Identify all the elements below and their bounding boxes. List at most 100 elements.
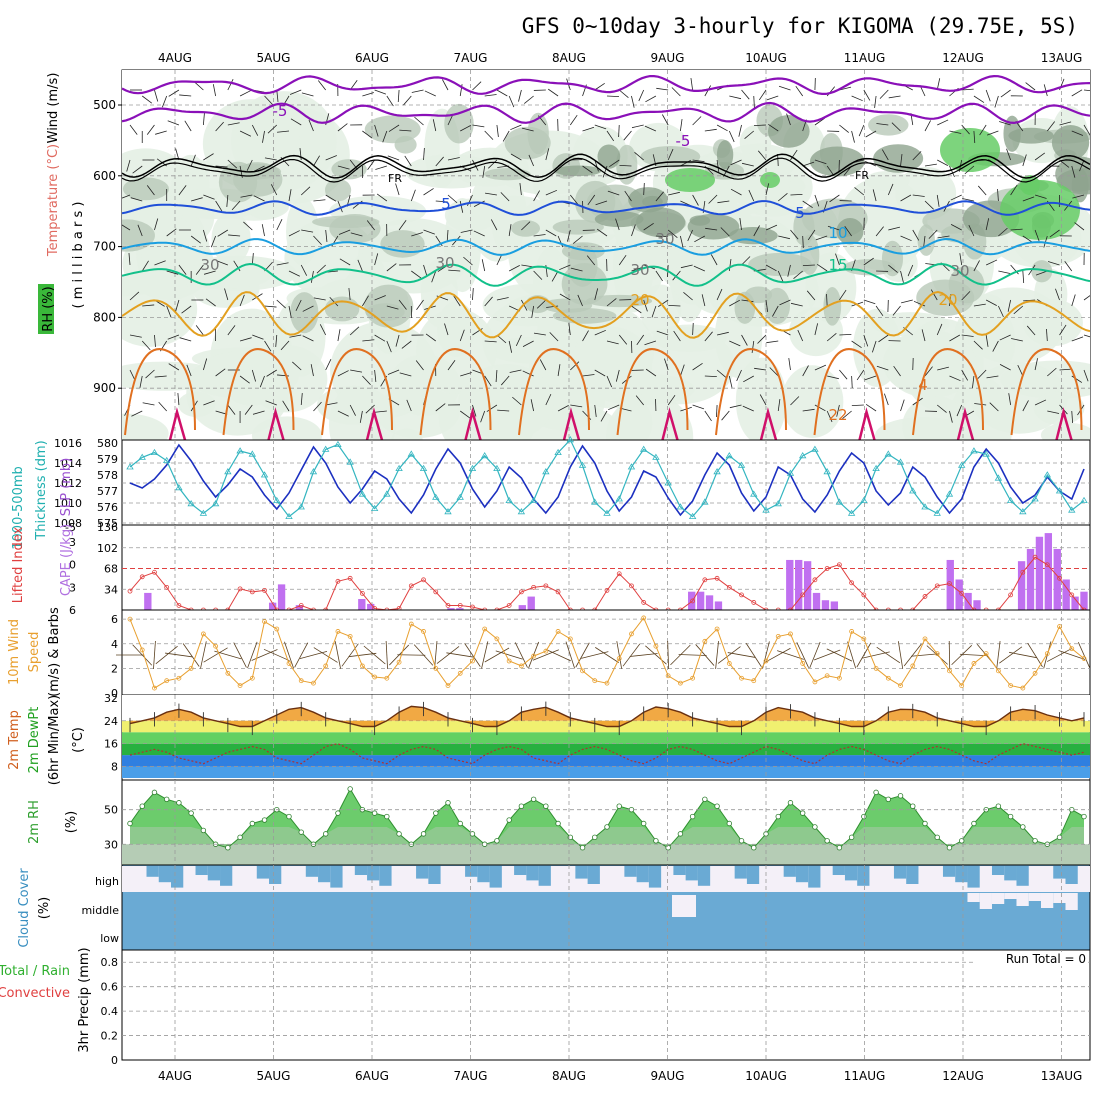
wind-barb: [985, 259, 998, 266]
rh-point: [702, 796, 708, 802]
li-point: [531, 584, 537, 590]
wind-barb: [484, 296, 493, 307]
wind-speed-point: [543, 648, 549, 654]
thickness-point: [199, 509, 208, 516]
cloud-high-bar: [697, 866, 711, 886]
wind-barb: [826, 410, 833, 423]
wind-barb: [240, 194, 253, 198]
slp-tick: 1008: [54, 517, 82, 530]
thickness-point: [273, 496, 281, 503]
wind-barb: [567, 229, 571, 242]
wind-barb: [337, 200, 343, 213]
wind-barb: [200, 641, 207, 669]
wind-barb: [313, 297, 326, 301]
wind-barb: [155, 130, 167, 135]
wind-barb: [502, 130, 510, 142]
wind-barb: [270, 184, 278, 196]
wind-speed-point: [800, 661, 806, 666]
wind-barb: [667, 640, 670, 670]
wind-speed-point: [1020, 685, 1026, 691]
li-point: [457, 603, 463, 608]
wind-barb: [570, 404, 583, 408]
wind-barb: [313, 155, 320, 167]
wind-tick: 2: [111, 662, 118, 675]
temp2m-series: [129, 701, 1085, 765]
thickness-tick: 576: [97, 501, 118, 514]
thickness-point: [138, 453, 146, 460]
rh-point: [506, 817, 512, 823]
wind-barb: [582, 165, 593, 174]
wind-barb: [656, 330, 669, 336]
thickness-point: [1068, 506, 1076, 513]
wind-barb: [415, 360, 424, 371]
slp-axis: 575 576 577 578 579 580 1008 1010 1012 1014 1016: [54, 437, 118, 530]
cloud-high-bar: [514, 866, 527, 875]
wind-speed-point: [739, 675, 744, 681]
wind-barb: [496, 297, 509, 301]
wind-barb: [292, 361, 302, 371]
wind-barb: [729, 340, 741, 347]
wind-barb: [705, 227, 718, 231]
wind-barb: [233, 642, 247, 668]
thickness-point: [346, 458, 354, 465]
wind-barb: [998, 227, 1008, 237]
wind-barb: [239, 90, 251, 97]
thickness-point: [603, 509, 611, 516]
wind-speed-point: [531, 653, 537, 659]
thickness-point: [713, 468, 721, 475]
wind-barb: [594, 159, 599, 172]
cloud-high-bar: [526, 866, 539, 881]
li-point: [836, 562, 842, 568]
cloud-level-high: high: [95, 875, 119, 888]
thickness-point: [591, 498, 599, 505]
wind-barb: [631, 124, 644, 129]
cape-bar: [821, 600, 830, 610]
wind-barb: [569, 114, 578, 126]
wind-barb: [195, 264, 204, 275]
li-point: [959, 591, 965, 596]
wind-barb: [482, 165, 486, 178]
contour-line: [222, 348, 295, 436]
wind-barb: [557, 405, 569, 412]
thickness-point: [468, 464, 477, 471]
thickness-point: [1019, 508, 1027, 515]
li-point: [812, 577, 818, 583]
wind-barb: [631, 266, 643, 272]
wind-barb: [912, 194, 925, 197]
rh-point: [1020, 824, 1026, 830]
wind-barb: [790, 149, 798, 161]
wind-barb: [743, 375, 754, 383]
wind-speed-point: [335, 629, 341, 634]
rh-point: [163, 796, 170, 802]
wind-barb: [631, 95, 635, 108]
wind-barb: [325, 229, 328, 242]
rh-blob: [781, 365, 844, 438]
wind-barb: [727, 652, 756, 658]
contour-line: [1055, 407, 1073, 440]
wind-barb: [545, 148, 550, 161]
date-label-bottom: 13AUG: [1041, 1069, 1083, 1083]
wind-barb: [814, 323, 819, 336]
thickness-point: [542, 468, 550, 475]
rh-blob: [916, 279, 975, 317]
cloud-high-bar: [538, 866, 551, 886]
wind-barb: [522, 370, 534, 377]
wind-barb: [655, 270, 663, 282]
wind-barb: [425, 333, 437, 342]
contour-line: [122, 101, 1090, 125]
li-point: [506, 603, 512, 608]
cape-bar: [447, 608, 455, 610]
wind-barb: [757, 150, 767, 161]
wind-barb: [1011, 338, 1023, 342]
wind-barb: [997, 189, 999, 202]
li-point: [604, 587, 610, 593]
wind-barb: [631, 224, 636, 237]
wind-barb: [374, 89, 387, 95]
rh-blob: [420, 258, 458, 328]
cape-bar: [955, 579, 963, 610]
wind-barb: [973, 303, 986, 307]
wind-barb: [851, 130, 855, 143]
wind-barb: [514, 642, 528, 668]
date-label-top: 12AUG: [942, 51, 984, 65]
wind-barb: [911, 653, 939, 657]
